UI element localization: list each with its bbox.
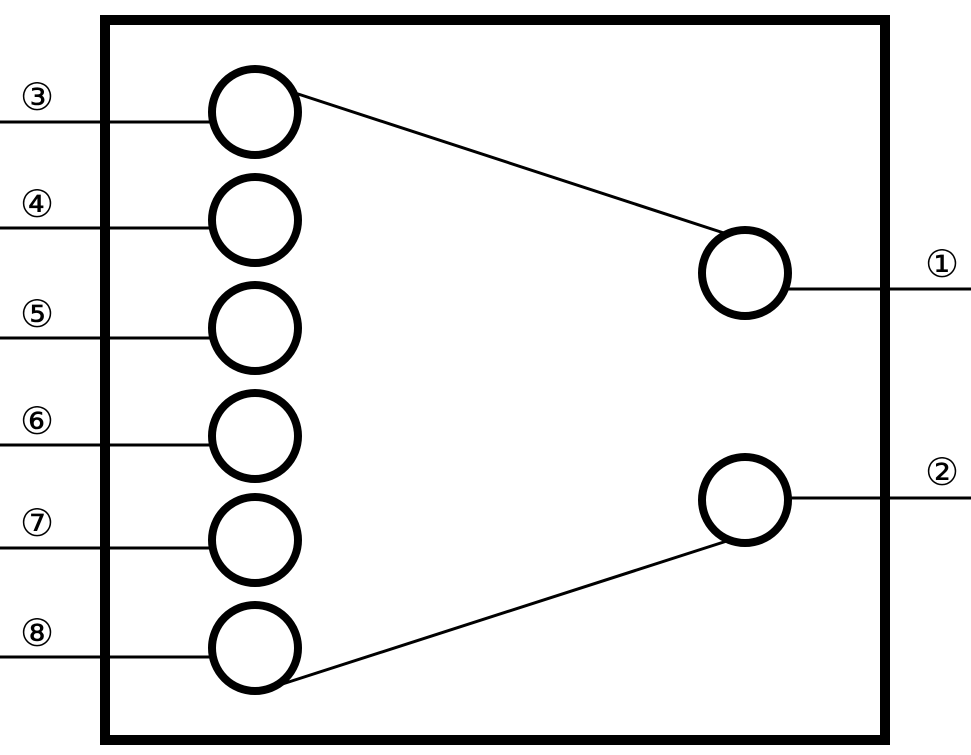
- label-4: ④: [20, 186, 54, 224]
- node-2: [702, 457, 788, 543]
- node-3: [212, 69, 298, 155]
- node-6: [212, 393, 298, 479]
- node-4: [212, 177, 298, 263]
- node-7: [212, 497, 298, 583]
- node-5: [212, 285, 298, 371]
- label-8: ⑧: [20, 615, 54, 653]
- label-1: ①: [925, 246, 959, 284]
- label-6: ⑥: [20, 403, 54, 441]
- diagram-container: ③ ④ ⑤ ⑥ ⑦ ⑧ ① ②: [0, 0, 971, 755]
- node-8: [212, 605, 298, 691]
- connector-line-1: [295, 93, 730, 235]
- label-5: ⑤: [20, 296, 54, 334]
- label-3: ③: [20, 79, 54, 117]
- connector-line-2: [270, 540, 730, 688]
- label-2: ②: [925, 454, 959, 492]
- node-1: [702, 230, 788, 316]
- diagram-svg: [0, 0, 971, 755]
- label-7: ⑦: [20, 505, 54, 543]
